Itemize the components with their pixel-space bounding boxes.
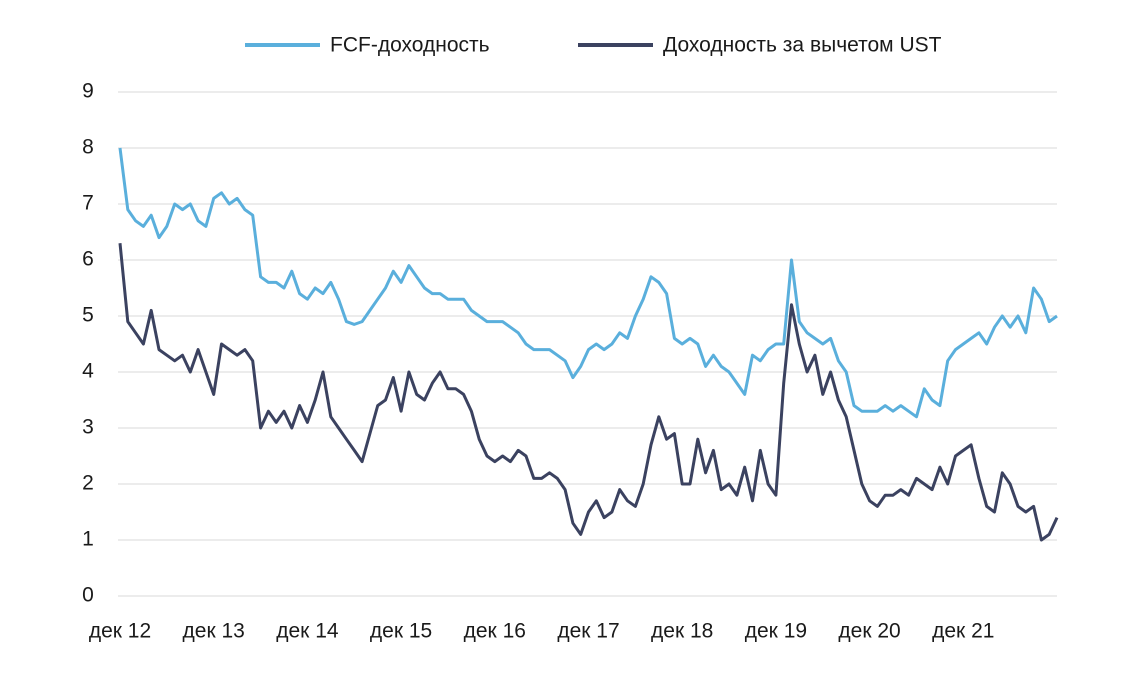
y-tick-label: 6 (82, 248, 94, 271)
x-tick-label: дек 19 (745, 620, 807, 643)
y-tick-label: 4 (82, 360, 94, 383)
x-tick-label: дек 16 (464, 620, 526, 643)
x-tick-label: дек 13 (183, 620, 245, 643)
x-tick-label: дек 21 (932, 620, 994, 643)
y-tick-label: 1 (82, 528, 94, 551)
x-tick-label: дек 14 (276, 620, 339, 643)
y-tick-label: 0 (82, 584, 94, 607)
y-tick-label: 8 (82, 136, 94, 159)
y-tick-label: 5 (82, 304, 94, 327)
x-tick-label: дек 18 (651, 620, 713, 643)
x-tick-label: дек 15 (370, 620, 432, 643)
y-tick-label: 9 (82, 80, 94, 103)
y-tick-label: 7 (82, 192, 94, 215)
x-tick-label: дек 17 (557, 620, 619, 643)
x-tick-label: дек 12 (89, 620, 151, 643)
x-tick-label: дек 20 (838, 620, 900, 643)
series-line (118, 147, 1058, 419)
y-tick-label: 2 (82, 472, 94, 495)
series-line (118, 243, 1059, 542)
y-tick-label: 3 (82, 416, 94, 439)
legend-label: Доходность за вычетом UST (663, 34, 942, 57)
legend-label: FCF-доходность (330, 34, 490, 57)
